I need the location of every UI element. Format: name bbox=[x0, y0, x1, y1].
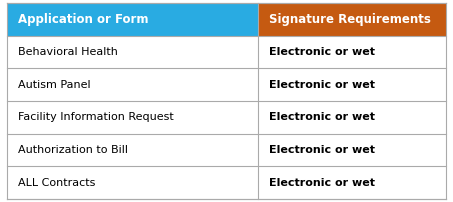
Bar bbox=[7, 134, 258, 166]
Bar bbox=[7, 3, 258, 36]
Text: Electronic or wet: Electronic or wet bbox=[270, 145, 376, 155]
Text: Facility Information Request: Facility Information Request bbox=[18, 112, 174, 122]
Bar bbox=[258, 68, 446, 101]
Bar bbox=[258, 3, 446, 36]
Bar bbox=[258, 36, 446, 68]
Text: ALL Contracts: ALL Contracts bbox=[18, 178, 96, 188]
Text: Electronic or wet: Electronic or wet bbox=[270, 178, 376, 188]
Text: Electronic or wet: Electronic or wet bbox=[270, 80, 376, 90]
Text: Behavioral Health: Behavioral Health bbox=[18, 47, 118, 57]
Bar bbox=[258, 101, 446, 134]
Bar bbox=[258, 134, 446, 166]
Text: Signature Requirements: Signature Requirements bbox=[270, 13, 431, 26]
Bar bbox=[7, 36, 258, 68]
Text: Authorization to Bill: Authorization to Bill bbox=[18, 145, 128, 155]
Text: Application or Form: Application or Form bbox=[18, 13, 149, 26]
Bar bbox=[7, 101, 258, 134]
Text: Electronic or wet: Electronic or wet bbox=[270, 112, 376, 122]
Bar bbox=[7, 68, 258, 101]
Text: Autism Panel: Autism Panel bbox=[18, 80, 91, 90]
Bar bbox=[7, 166, 258, 199]
Text: Electronic or wet: Electronic or wet bbox=[270, 47, 376, 57]
Bar bbox=[258, 166, 446, 199]
